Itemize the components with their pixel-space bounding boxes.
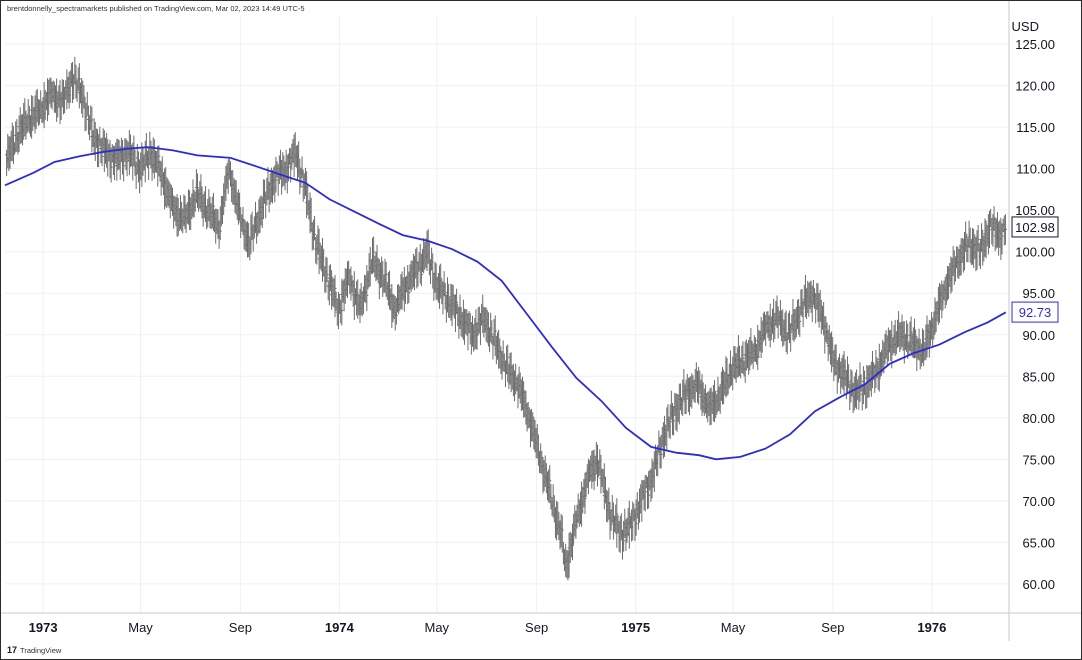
x-tick-label: May (425, 620, 450, 635)
ma-last-value-label: 92.73 (1019, 305, 1052, 320)
y-tick-label: 120.00 (1015, 79, 1055, 94)
y-tick-label: 85.00 (1022, 369, 1055, 384)
y-tick-label: 95.00 (1022, 286, 1055, 301)
y-tick-label: 70.00 (1022, 494, 1055, 509)
axis-lines (1, 1, 1081, 641)
y-tick-label: 115.00 (1016, 120, 1055, 135)
price-last-value-box (1011, 216, 1059, 238)
y-tick-label: 80.00 (1022, 411, 1055, 426)
y-tick-label: 60.00 (1022, 577, 1055, 592)
x-tick-label: Sep (525, 620, 548, 635)
x-tick-label: 1974 (325, 620, 355, 635)
price-series (5, 56, 1007, 581)
attribution-text: brentdonnelly_spectramarkets published o… (7, 4, 305, 13)
x-tick-label: May (128, 620, 153, 635)
last-value-tags: 102.98 92.73 (1011, 216, 1059, 323)
x-tick-label: 1976 (917, 620, 946, 635)
tradingview-brand: 17 TradingView (7, 645, 61, 655)
brand-label: TradingView (20, 645, 62, 655)
x-tick-label: 1973 (29, 620, 58, 635)
x-tick-label: Sep (229, 620, 252, 635)
tradingview-logo-icon: 17 (7, 645, 18, 655)
x-tick-label: 1975 (621, 620, 650, 635)
grid-lines (5, 15, 1009, 613)
y-tick-label: 90.00 (1022, 328, 1055, 343)
moving-average-line (4, 146, 1007, 461)
price-axis[interactable]: 60.00 65.00 70.00 75.00 80.00 85.00 90.00 95.00… (1012, 19, 1055, 592)
y-tick-label: 75.00 (1022, 452, 1055, 467)
time-axis[interactable]: 1973 May Sep 1974 May Sep 1975 May Sep 1976 (29, 620, 947, 635)
y-tick-label: 105.00 (1015, 203, 1055, 218)
x-tick-label: May (721, 620, 746, 635)
y-tick-label: 110.00 (1016, 162, 1055, 177)
price-last-value-label: 102.98 (1015, 220, 1055, 235)
ma-last-value-box (1011, 301, 1059, 323)
y-tick-label: 100.00 (1015, 245, 1055, 260)
y-tick-label: 65.00 (1022, 535, 1055, 550)
y-tick-label: 125.00 (1015, 37, 1055, 52)
x-tick-label: Sep (821, 620, 844, 635)
currency-label: USD (1012, 19, 1039, 34)
